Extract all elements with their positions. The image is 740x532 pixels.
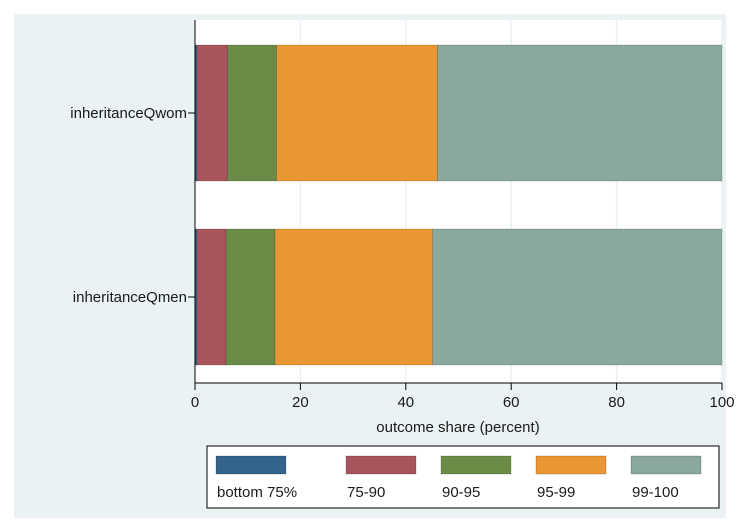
bar-segment: [274, 228, 433, 366]
x-tick-label: 0: [191, 394, 199, 411]
bar-segment: [432, 228, 723, 366]
legend-swatch: [440, 455, 512, 475]
x-tick-label: 40: [397, 394, 414, 411]
x-axis-ticks: 0 20 40 60 80 100: [191, 383, 735, 411]
bar-segment: [276, 44, 438, 182]
x-tick-label: 80: [608, 394, 625, 411]
legend-swatch: [535, 455, 607, 475]
bar-segment: [227, 44, 277, 182]
bars: [194, 44, 723, 366]
category-label: inheritanceQwom: [70, 105, 187, 122]
bar-segment: [196, 228, 227, 366]
category-labels: inheritanceQwom inheritanceQmen: [70, 105, 195, 306]
x-tick-label: 100: [709, 394, 734, 411]
bar-segment: [196, 44, 228, 182]
category-label: inheritanceQmen: [73, 289, 187, 306]
legend-items: bottom 75% 75-90 90-95 95-99 99-100: [215, 455, 702, 501]
legend-label: 75-90: [347, 484, 385, 501]
x-tick-label: 60: [503, 394, 520, 411]
bar-segment: [225, 228, 276, 366]
legend-swatch: [215, 455, 287, 475]
bar-segment: [437, 44, 723, 182]
legend-label: 99-100: [632, 484, 679, 501]
x-axis-title: outcome share (percent): [376, 419, 539, 436]
legend-label: 90-95: [442, 484, 480, 501]
legend-swatch: [345, 455, 417, 475]
legend-label: bottom 75%: [217, 484, 297, 501]
legend-swatch: [630, 455, 702, 475]
x-tick-label: 20: [292, 394, 309, 411]
legend-label: 95-99: [537, 484, 575, 501]
